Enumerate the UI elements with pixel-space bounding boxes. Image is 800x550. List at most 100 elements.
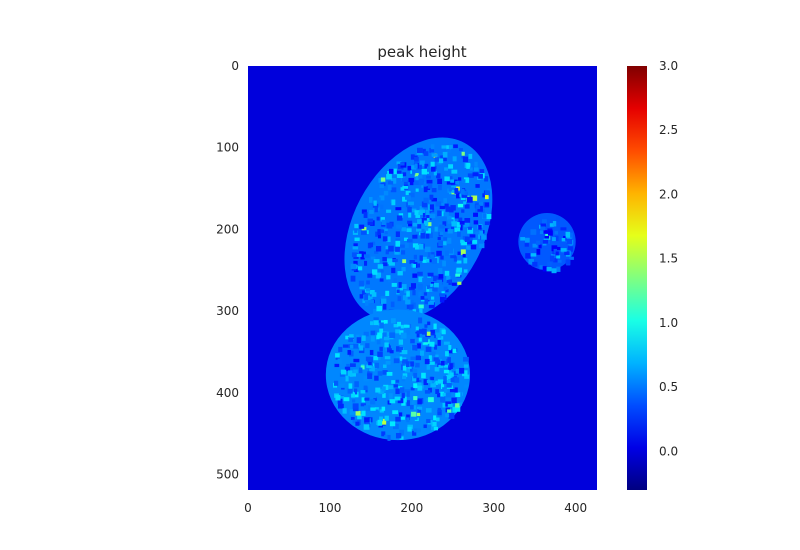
heat-cell <box>387 434 391 441</box>
heat-cell <box>552 237 556 242</box>
heat-cell <box>395 355 400 361</box>
heat-cell <box>363 254 370 258</box>
heat-cell <box>532 261 538 267</box>
heat-cell <box>338 346 343 352</box>
heat-cell <box>366 280 370 285</box>
heat-cell <box>449 389 455 393</box>
heat-cell <box>542 230 549 234</box>
heat-cell <box>369 289 375 295</box>
heat-cell <box>400 332 407 339</box>
heat-cell <box>438 222 444 226</box>
heat-cell <box>410 338 415 344</box>
heat-cell <box>407 201 414 206</box>
heat-cell <box>445 379 452 385</box>
heat-cell <box>395 329 400 334</box>
heat-cell <box>442 381 447 385</box>
heat-cell <box>372 203 379 208</box>
heat-cell <box>407 424 413 429</box>
heat-cell <box>447 248 454 254</box>
heat-cell <box>352 246 359 250</box>
heat-cell <box>435 359 441 364</box>
heat-cell <box>464 204 470 209</box>
heat-cell <box>376 335 380 340</box>
heat-cell <box>443 198 448 204</box>
heat-cell <box>418 276 424 283</box>
heat-cell <box>425 258 430 263</box>
heat-cell <box>419 209 426 213</box>
heat-cell <box>552 220 557 227</box>
heat-cell <box>565 259 571 265</box>
heat-cell <box>384 415 389 421</box>
heat-cell <box>397 398 404 404</box>
heat-cell <box>406 391 410 397</box>
heat-cell <box>382 370 388 375</box>
heat-cell <box>376 272 382 278</box>
heat-cell <box>444 203 449 209</box>
heat-cell <box>379 409 384 413</box>
heat-cell <box>378 178 383 183</box>
heat-cell <box>557 259 562 263</box>
heat-cell <box>436 250 442 256</box>
heat-cell <box>410 356 417 361</box>
heat-cell <box>437 268 443 274</box>
heat-cell <box>371 292 377 297</box>
heat-cell <box>462 156 469 163</box>
heat-cell <box>421 372 426 379</box>
heat-cell <box>421 328 427 335</box>
heat-cell <box>359 345 364 351</box>
heat-cell <box>436 332 442 338</box>
heat-cell <box>401 402 406 406</box>
heat-cell <box>387 184 392 191</box>
heat-cell <box>424 390 431 394</box>
heat-cell <box>426 331 431 336</box>
heat-cell <box>424 358 430 365</box>
heat-cell <box>461 151 465 156</box>
heat-cell <box>412 169 416 175</box>
heat-cell <box>376 355 381 360</box>
heat-cell <box>367 373 373 379</box>
heat-cell <box>416 428 421 433</box>
heat-cell <box>455 192 460 199</box>
heat-cell <box>402 196 407 202</box>
heat-cell <box>445 228 450 232</box>
heat-cell <box>389 332 396 339</box>
heat-cell <box>343 397 350 402</box>
heat-cell <box>407 220 413 224</box>
heat-cell <box>435 417 440 422</box>
heat-cell <box>416 343 421 349</box>
heat-cell <box>439 155 443 159</box>
y-tick-label: 200 <box>216 222 239 236</box>
heat-cell <box>385 249 389 255</box>
heat-cell <box>411 165 416 170</box>
colorbar-ticks: 0.0 0.5 1.0 1.5 2.0 2.5 3.0 <box>659 59 678 458</box>
heat-cell <box>360 365 365 370</box>
heat-cell <box>411 302 416 308</box>
heat-cell <box>347 370 353 376</box>
heat-cell <box>386 275 391 280</box>
heat-cell <box>449 372 454 377</box>
heat-cell <box>407 206 412 213</box>
heat-cell <box>530 253 537 257</box>
heat-cell <box>466 245 472 250</box>
heat-cell <box>463 356 469 362</box>
heat-cell <box>364 405 369 410</box>
heat-cell <box>437 277 444 282</box>
heat-cell <box>354 237 360 242</box>
heat-cell <box>422 336 429 343</box>
heat-cell <box>372 409 379 414</box>
heat-cell <box>427 258 434 263</box>
heat-cell <box>431 166 436 172</box>
heat-cell <box>393 358 400 364</box>
heat-cell <box>539 265 543 270</box>
heat-cell <box>379 328 384 333</box>
heat-cell <box>370 321 374 326</box>
heat-cell <box>351 252 357 258</box>
heat-cell <box>450 255 457 259</box>
heat-cell <box>423 197 429 203</box>
heat-cell <box>399 429 405 435</box>
heat-cell <box>440 391 445 397</box>
heat-cell <box>542 219 547 226</box>
heat-cell <box>364 301 369 306</box>
heat-cell <box>479 169 485 175</box>
heat-cell <box>418 406 423 410</box>
